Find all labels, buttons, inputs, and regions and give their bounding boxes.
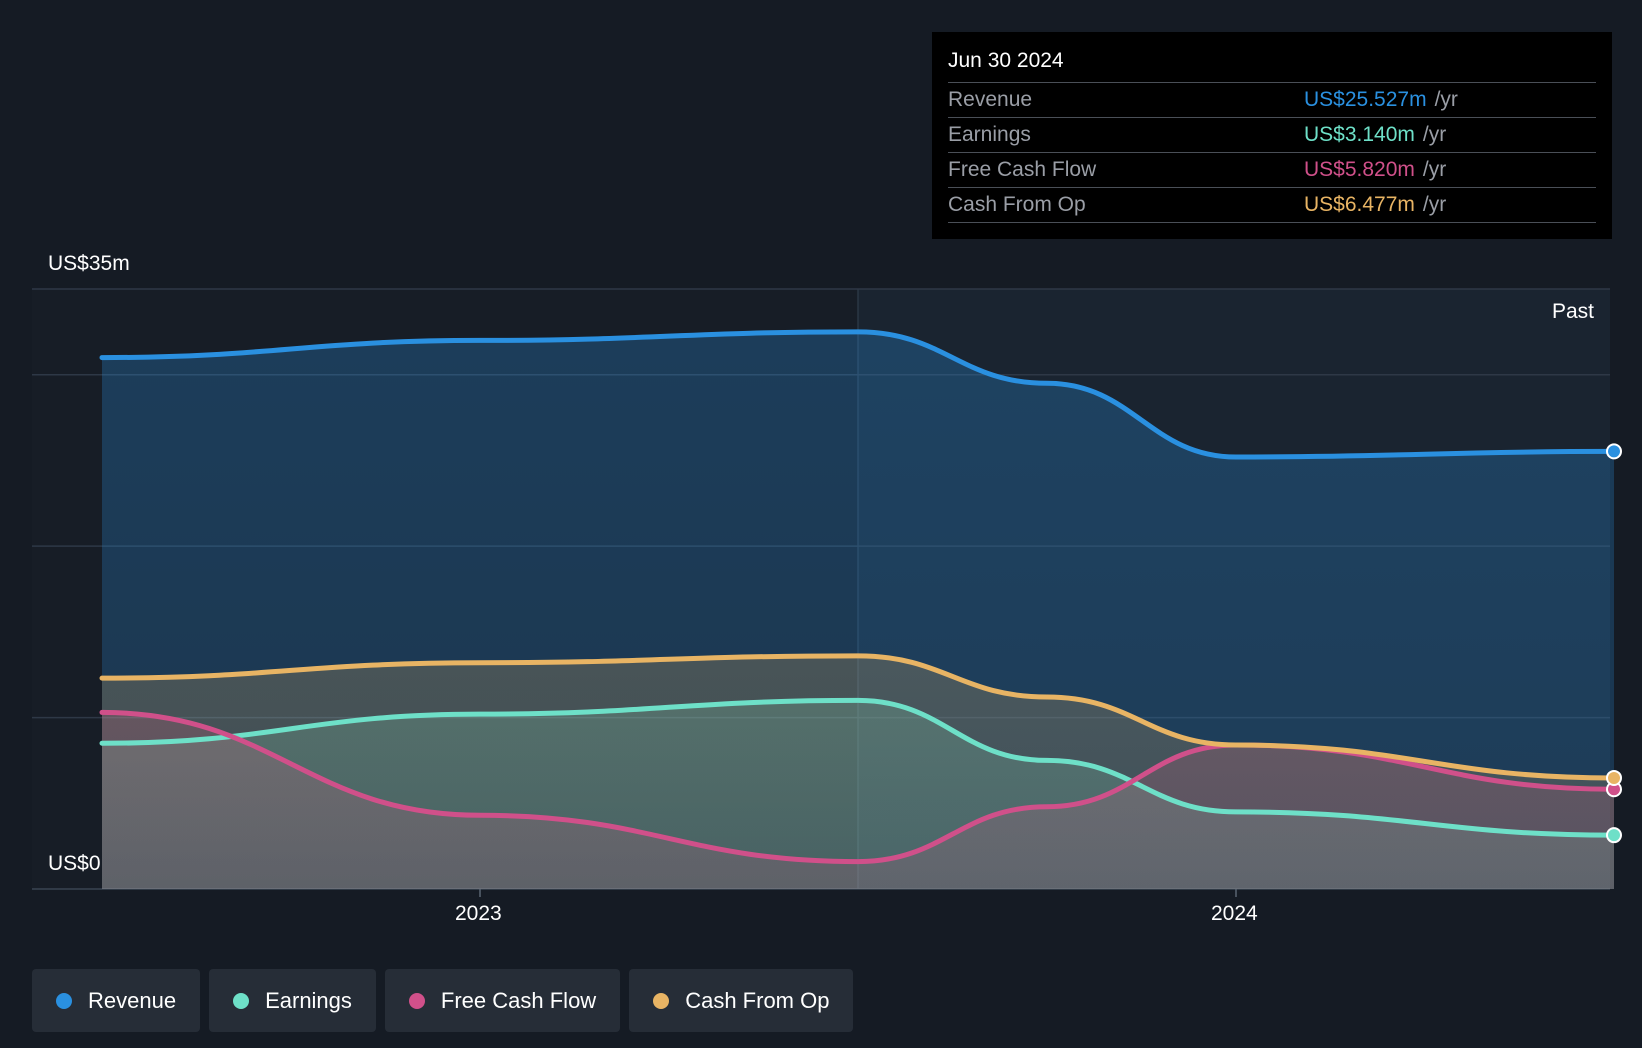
- tooltip-row-cash-from-op: Cash From Op US$6.477m/yr: [948, 188, 1596, 223]
- tooltip-date: Jun 30 2024: [948, 46, 1596, 83]
- tooltip-row-revenue: Revenue US$25.527m/yr: [948, 83, 1596, 118]
- tooltip-row-free-cash-flow: Free Cash Flow US$5.820m/yr: [948, 153, 1596, 188]
- tooltip-value: US$3.140m/yr: [1304, 118, 1446, 152]
- series-lines: [99, 329, 1617, 865]
- unit: /yr: [1422, 123, 1447, 146]
- legend-item-cash-from-op[interactable]: Cash From Op: [629, 969, 854, 1032]
- past-label: Past: [1551, 300, 1594, 323]
- data-tooltip: Jun 30 2024 Revenue US$25.527m/yr Earnin…: [932, 32, 1612, 239]
- series-end-markers: [1606, 443, 1622, 844]
- legend-label: Free Cash Flow: [440, 987, 597, 1013]
- legend-label: Cash From Op: [685, 987, 830, 1013]
- earnings-line: [99, 697, 1617, 838]
- x-tick-label-2024: 2024: [1211, 902, 1258, 925]
- tooltip-label: Earnings: [948, 123, 1031, 146]
- x-axis-ticks: [479, 889, 1237, 897]
- x-tick-label-2023: 2023: [455, 902, 502, 925]
- y-axis-max-label: US$35m: [48, 252, 130, 275]
- cash-from-op-value: US$6.477m: [1304, 193, 1415, 216]
- cash-from-op-end-point: [1606, 769, 1622, 786]
- unit: /yr: [1434, 88, 1458, 111]
- legend-dot-icon: [408, 992, 425, 1009]
- legend-item-earnings[interactable]: Earnings: [209, 969, 376, 1032]
- revenue-line: [99, 329, 1617, 460]
- unit: /yr: [1422, 193, 1447, 216]
- earnings-end-point: [1606, 827, 1622, 844]
- legend-dot-icon: [653, 992, 670, 1009]
- earnings-value: US$3.140m: [1304, 123, 1415, 146]
- legend-label: Earnings: [265, 987, 352, 1013]
- tooltip-value: US$25.527m/yr: [1304, 83, 1458, 117]
- revenue-value: US$25.527m: [1304, 88, 1427, 111]
- legend-item-revenue[interactable]: Revenue: [32, 969, 201, 1032]
- revenue-end-point: [1606, 443, 1622, 460]
- legend-label: Revenue: [88, 987, 177, 1013]
- tooltip-row-earnings: Earnings US$3.140m/yr: [948, 118, 1596, 153]
- legend: Revenue Earnings Free Cash Flow Cash Fro…: [32, 969, 854, 1032]
- tooltip-value: US$6.477m/yr: [1304, 188, 1446, 222]
- legend-item-free-cash-flow[interactable]: Free Cash Flow: [384, 969, 621, 1032]
- tooltip-label: Free Cash Flow: [948, 158, 1097, 181]
- y-axis-min-label: US$0: [48, 852, 101, 875]
- legend-dot-icon: [233, 992, 250, 1009]
- cash-from-op-line: [99, 653, 1617, 781]
- tooltip-label: Cash From Op: [948, 193, 1086, 216]
- tooltip-value: US$5.820m/yr: [1304, 153, 1446, 187]
- free-cash-flow-value: US$5.820m: [1304, 158, 1415, 181]
- legend-dot-icon: [56, 992, 72, 1009]
- unit: /yr: [1422, 158, 1447, 181]
- tooltip-label: Revenue: [948, 88, 1033, 111]
